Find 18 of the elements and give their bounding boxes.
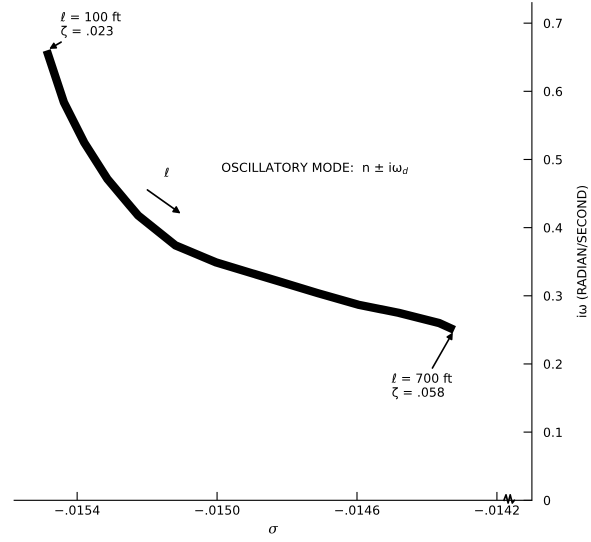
x-tick-label: −.0150 (195, 505, 240, 515)
x-tick-label: −.0142 (475, 505, 519, 515)
y-tick-label: 0.4 (544, 223, 562, 233)
annotation: ℓ = 700 ft ζ = .058 (392, 373, 452, 400)
x-tick-label: −.0154 (55, 505, 100, 515)
y-tick-label: 0.7 (544, 18, 562, 28)
annotation: ℓ = 100 ft ζ = .023 (60, 12, 121, 38)
y-tick-label: 0.3 (544, 291, 562, 301)
annotation: ℓ (164, 168, 169, 178)
x-tick-label: −.0146 (335, 505, 380, 515)
x-axis-title: σ (268, 526, 278, 534)
y-tick-label: 0.1 (544, 428, 562, 438)
y-tick-label: 0.6 (544, 86, 562, 96)
y-tick-label: 0 (544, 496, 550, 506)
annotation: OSCILLATORY MODE: n ± iω$_{d}$ (222, 162, 408, 174)
y-tick-label: 0.2 (544, 359, 562, 369)
y-axis-title: iω (RADIAN/SECOND) (576, 186, 588, 317)
y-tick-label: 0.5 (544, 154, 562, 164)
